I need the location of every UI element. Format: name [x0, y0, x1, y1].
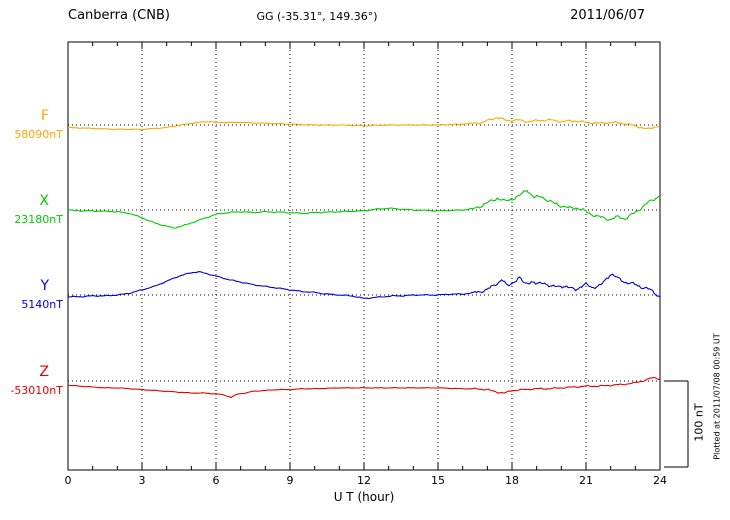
x-tick-21: 21: [579, 474, 593, 487]
series-label-Y: Y: [40, 278, 49, 294]
trace-X: [67, 189, 660, 229]
x-tick-0: 0: [64, 474, 72, 487]
plotted-at-note: Plotted at 2011/07/08 00:59 UT: [712, 333, 722, 460]
geographic-coords: GG (-35.31°, 149.36°): [256, 10, 378, 23]
series-baseline-Z: -53010nT: [10, 384, 63, 397]
x-tick-12: 12: [357, 474, 371, 487]
plot-frame: [67, 41, 661, 471]
plot-date: 2011/06/07: [570, 8, 645, 23]
series-label-F: F: [40, 108, 49, 124]
x-tick-6: 6: [212, 474, 220, 487]
series-label-Z: Z: [39, 364, 49, 380]
series-baseline-F: 58090nT: [14, 128, 63, 141]
x-axis-label: U T (hour): [333, 490, 395, 504]
x-tick-24: 24: [653, 474, 667, 487]
scale-bar-label: 100 nT: [692, 403, 706, 442]
x-tick-15: 15: [431, 474, 445, 487]
trace-Y: [68, 271, 661, 300]
station-title: Canberra (CNB): [68, 8, 170, 23]
x-tick-3: 3: [138, 474, 146, 487]
trace-Z: [67, 376, 661, 399]
x-tick-9: 9: [286, 474, 294, 487]
x-tick-18: 18: [505, 474, 519, 487]
series-baseline-X: 23180nT: [14, 213, 63, 226]
trace-F: [67, 117, 661, 131]
series-label-X: X: [39, 193, 49, 209]
series-baseline-Y: 5140nT: [21, 298, 63, 311]
